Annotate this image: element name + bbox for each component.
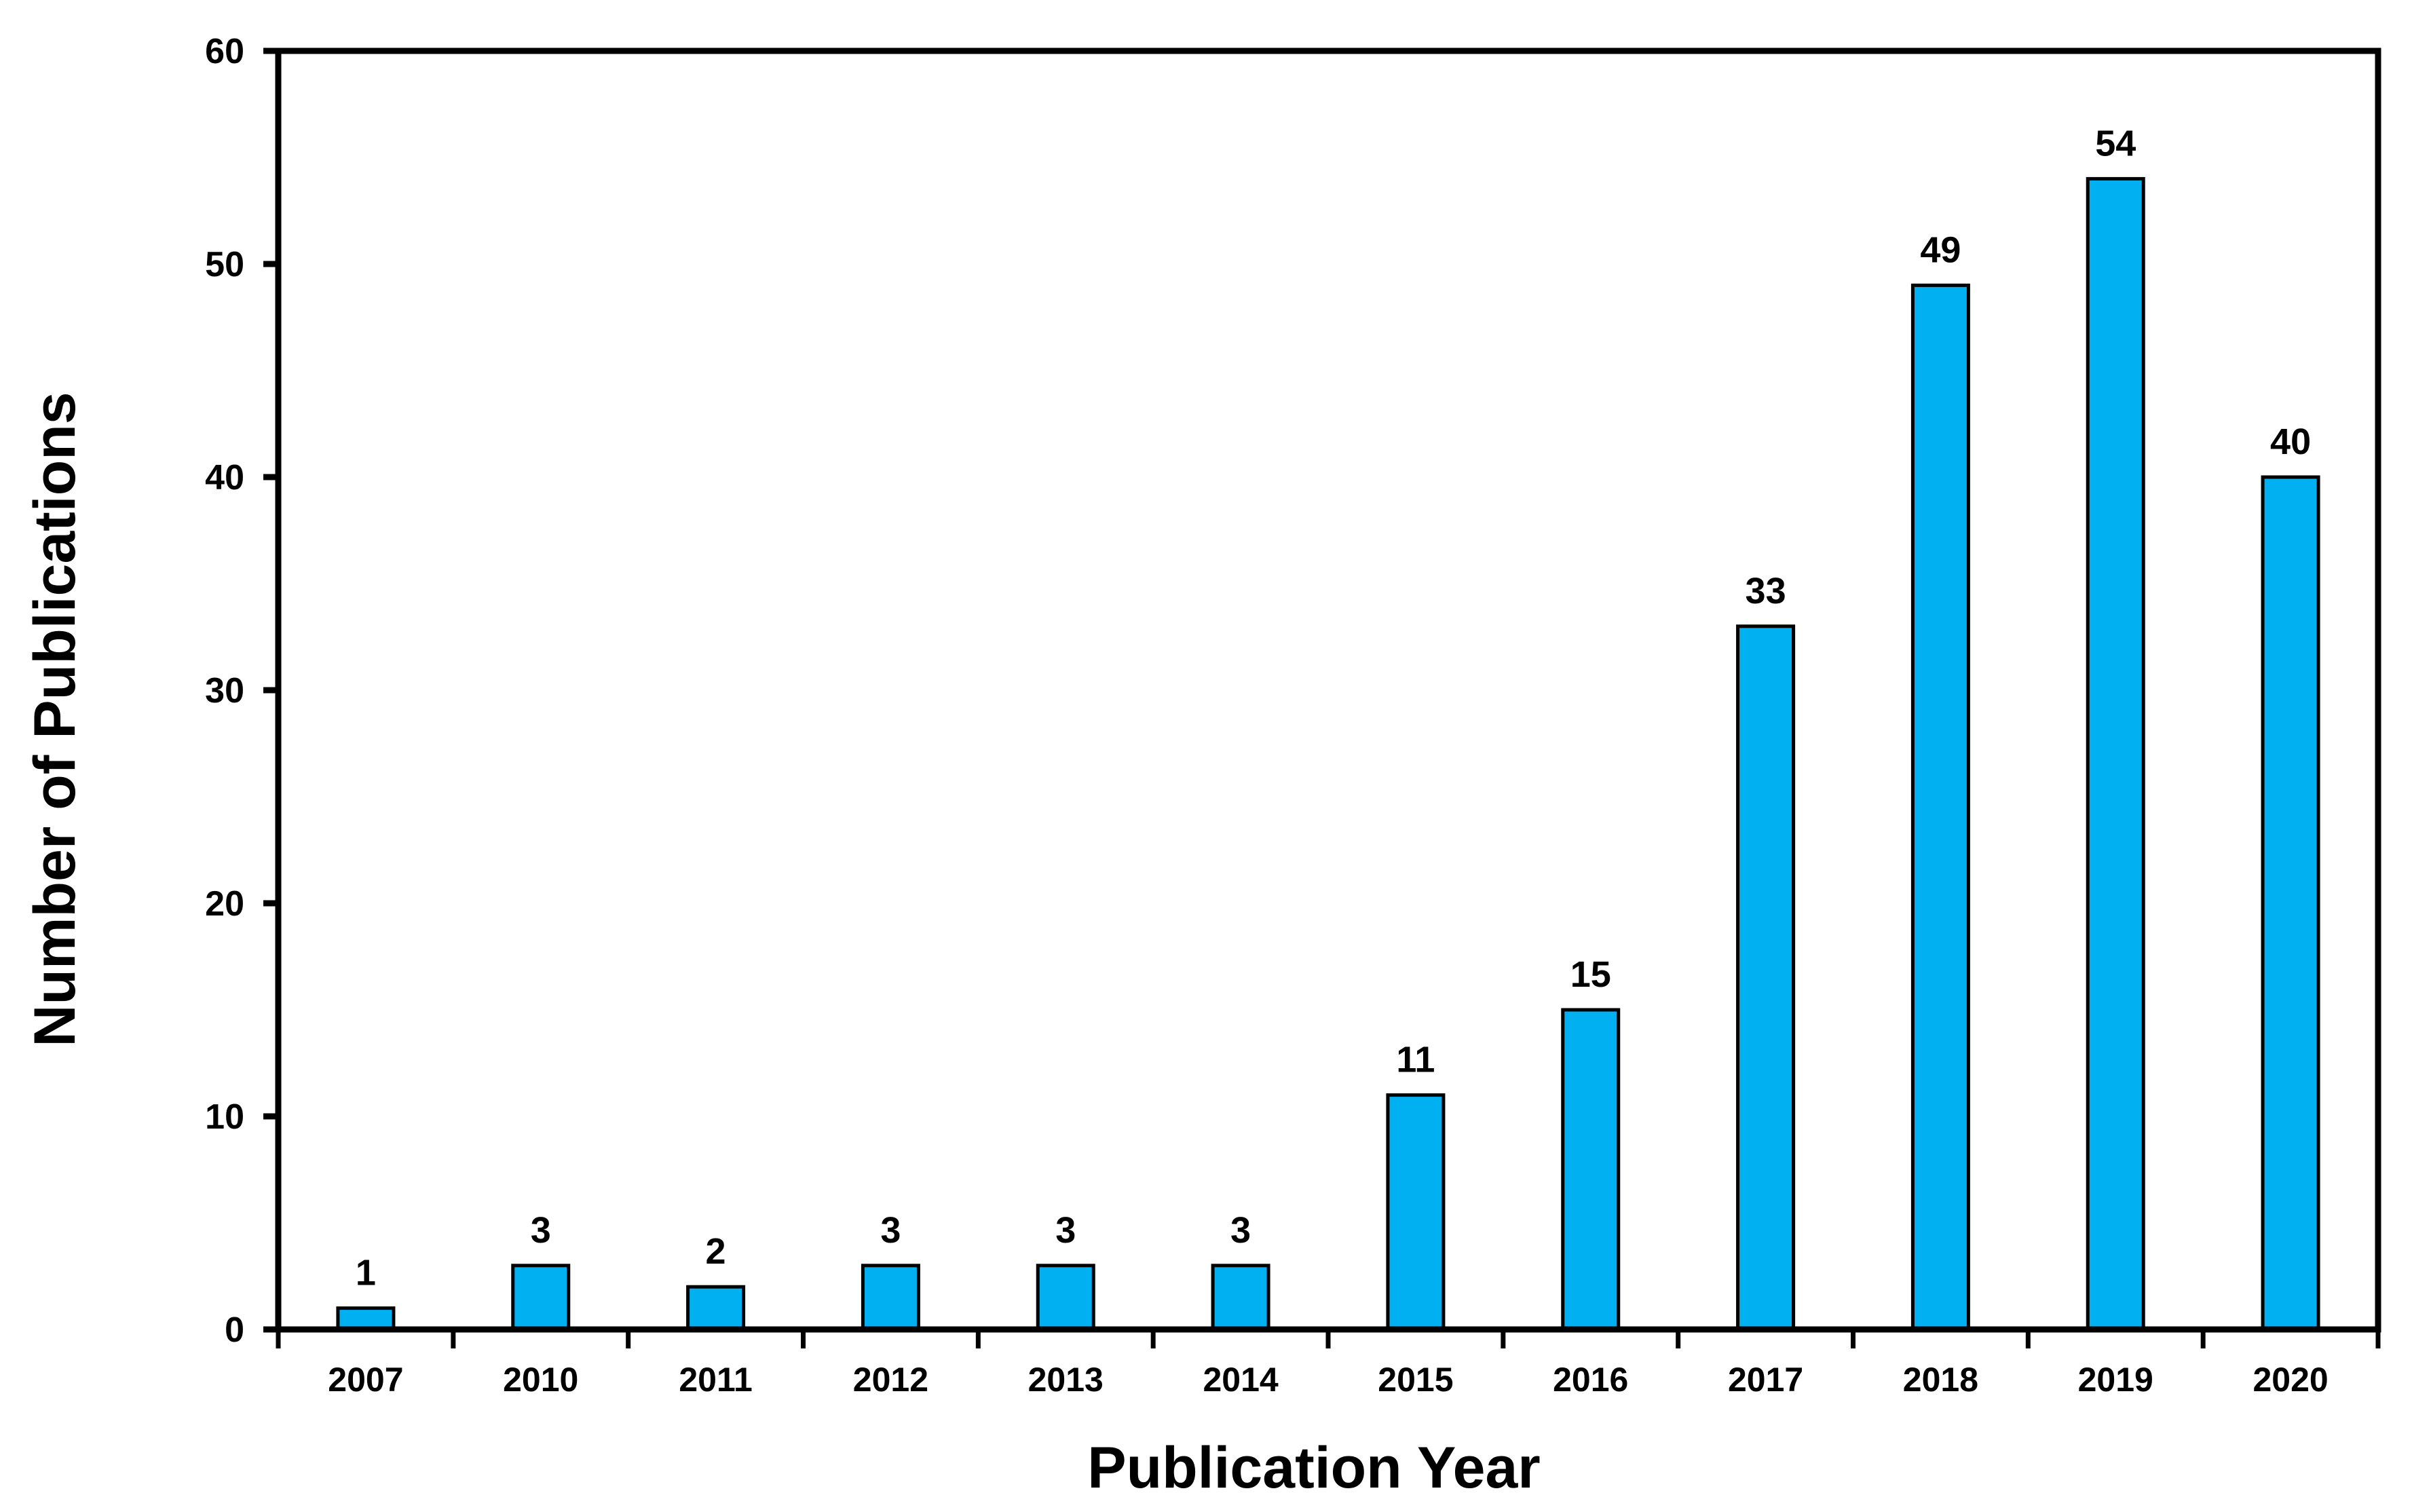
data-label: 15: [1570, 954, 1611, 995]
x-tick-label: 2013: [1028, 1361, 1104, 1399]
data-label: 11: [1396, 1040, 1435, 1080]
x-tick-label: 2020: [2253, 1361, 2328, 1399]
bar-2012: [861, 1264, 920, 1331]
data-label: 3: [1055, 1210, 1076, 1251]
plot-frame: [275, 48, 2381, 1333]
bar-2019: [2086, 176, 2145, 1331]
data-label: 1: [356, 1253, 376, 1293]
bar-2014: [1211, 1264, 1270, 1331]
bar-2018: [1910, 283, 1970, 1331]
x-tick-label: 2012: [853, 1361, 928, 1399]
bar-2016: [1561, 1008, 1621, 1331]
x-tick-label: 2017: [1728, 1361, 1803, 1399]
data-label: 3: [1230, 1210, 1251, 1251]
y-tick-label: 20: [205, 884, 244, 924]
x-tick-label: 2010: [503, 1361, 578, 1399]
x-axis-title: Publication Year: [1087, 1435, 1541, 1500]
bar-2015: [1386, 1093, 1446, 1331]
y-tick-label: 10: [205, 1097, 244, 1137]
bar-2020: [2261, 475, 2320, 1331]
data-label: 2: [706, 1231, 726, 1272]
y-axis-title: Number of Publications: [22, 392, 88, 1046]
data-label: 54: [2095, 123, 2136, 164]
x-tick-label: 2014: [1203, 1361, 1278, 1399]
bar-2010: [511, 1264, 571, 1331]
x-tick-label: 2007: [328, 1361, 403, 1399]
data-label: 3: [531, 1210, 551, 1251]
y-tick-label: 30: [205, 671, 244, 711]
y-tick-label: 50: [205, 245, 244, 284]
data-label: 49: [1920, 229, 1961, 270]
bar-2011: [686, 1285, 746, 1331]
x-tick-label: 2018: [1903, 1361, 1978, 1399]
data-label: 3: [880, 1210, 901, 1251]
bar-2017: [1736, 624, 1796, 1331]
x-tick-label: 2019: [2078, 1361, 2153, 1399]
y-tick-label: 40: [205, 458, 244, 497]
x-tick-label: 2011: [679, 1361, 752, 1399]
bar-2013: [1036, 1264, 1095, 1331]
bar-2007: [336, 1306, 396, 1331]
data-label: 33: [1746, 571, 1786, 611]
data-label: 40: [2270, 421, 2311, 462]
y-tick-label: 60: [205, 32, 244, 71]
y-tick-label: 0: [225, 1310, 244, 1350]
x-tick-label: 2016: [1553, 1361, 1628, 1399]
x-tick-label: 2015: [1378, 1361, 1453, 1399]
